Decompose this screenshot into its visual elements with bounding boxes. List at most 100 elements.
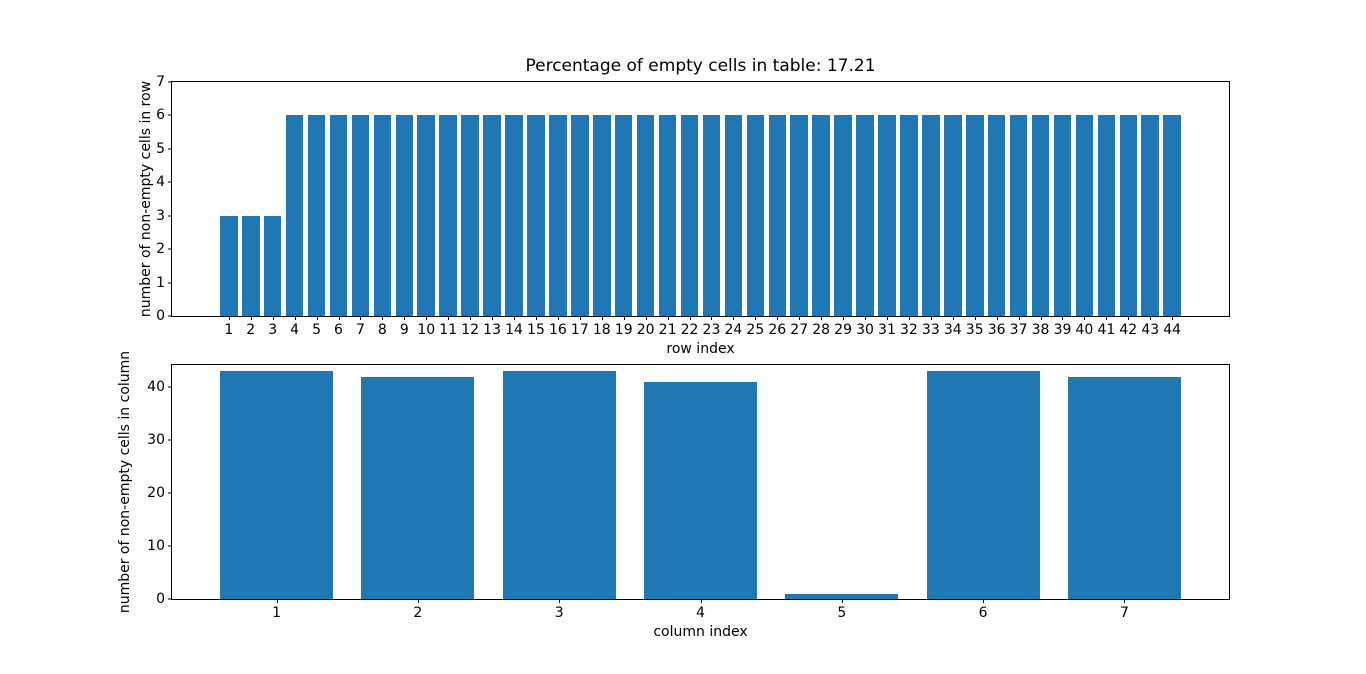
bar-4 (643, 381, 758, 599)
x-tick-label: 30 (856, 322, 874, 338)
x-tick-label: 1 (272, 605, 282, 621)
y-tick-label: 10 (147, 538, 165, 555)
column-chart-plot-area: number of non-empty cells in column colu… (117, 351, 1230, 640)
x-tick-label: 21 (658, 322, 677, 338)
bar-41 (1097, 115, 1116, 316)
row-chart-y-axis-label: number of non-empty cells in row (138, 80, 154, 318)
x-tick-label: 25 (746, 322, 765, 338)
x-tick-label: 3 (554, 605, 564, 621)
x-tick-label: 24 (724, 322, 743, 338)
y-tick-mark (168, 439, 172, 441)
row-chart-plot-area: number of non-empty cells in row row ind… (138, 74, 1230, 357)
row-chart-x-axis-label: row index (666, 341, 735, 357)
bar-6 (329, 115, 348, 316)
bar-32 (900, 115, 918, 316)
x-tick-label: 9 (399, 322, 409, 338)
x-tick-label: 13 (483, 322, 501, 338)
x-tick-label: 17 (570, 322, 589, 338)
x-tick-label: 22 (680, 322, 699, 338)
x-tick-mark (623, 316, 625, 320)
x-tick-mark (250, 316, 252, 320)
bar-4 (285, 115, 304, 316)
x-tick-label: 6 (978, 605, 988, 621)
x-tick-mark (426, 316, 428, 320)
y-tick-mark (168, 248, 172, 250)
x-tick-mark (559, 599, 561, 603)
x-tick-mark (535, 316, 537, 320)
x-tick-label: 18 (592, 322, 611, 338)
x-tick-label: 2 (413, 605, 423, 621)
bar-23 (702, 115, 721, 316)
x-tick-mark (645, 316, 647, 320)
y-tick-mark (168, 282, 172, 284)
bar-8 (373, 115, 392, 316)
x-tick-label: 37 (1009, 322, 1028, 338)
x-tick-label: 12 (461, 322, 480, 338)
y-tick-mark (168, 148, 172, 150)
bar-16 (549, 115, 567, 316)
x-tick-label: 26 (768, 322, 787, 338)
x-tick-mark (700, 599, 702, 603)
x-tick-label: 11 (439, 322, 458, 338)
bar-11 (439, 115, 457, 316)
x-tick-mark (1084, 316, 1086, 320)
x-tick-mark (294, 316, 296, 320)
x-tick-mark (1018, 316, 1020, 320)
bar-26 (768, 115, 787, 316)
x-tick-label: 20 (636, 322, 655, 338)
x-tick-label: 41 (1097, 322, 1116, 338)
x-tick-mark (755, 316, 757, 320)
x-tick-mark (733, 316, 735, 320)
y-tick-mark (168, 545, 172, 547)
bar-40 (1075, 115, 1094, 316)
bar-13 (483, 115, 501, 316)
y-tick-mark (168, 181, 172, 183)
x-tick-label: 42 (1119, 322, 1138, 338)
x-tick-mark (492, 316, 494, 320)
y-tick-label: 0 (156, 591, 165, 607)
x-tick-mark (1128, 316, 1130, 320)
x-tick-mark (865, 316, 867, 320)
bar-1 (220, 371, 334, 599)
x-tick-mark (1106, 316, 1108, 320)
x-tick-mark (821, 316, 823, 320)
x-tick-label: 27 (790, 322, 809, 338)
bar-25 (746, 115, 765, 316)
y-tick-label: 0 (156, 308, 165, 324)
x-tick-label: 10 (417, 322, 436, 338)
x-tick-label: 34 (943, 322, 962, 338)
x-tick-label: 8 (377, 322, 387, 338)
x-tick-label: 16 (548, 322, 567, 338)
y-tick-mark (168, 386, 172, 388)
x-tick-mark (908, 316, 910, 320)
x-tick-label: 7 (355, 322, 365, 338)
bar-2 (361, 376, 475, 599)
x-tick-mark (448, 316, 450, 320)
y-tick-label: 7 (156, 74, 165, 90)
column-chart-x-axis-label: column index (653, 624, 748, 640)
bar-12 (461, 115, 479, 316)
bar-37 (1009, 115, 1028, 316)
bar-3 (263, 215, 282, 316)
bar-29 (834, 115, 852, 316)
x-tick-mark (417, 599, 419, 603)
bar-7 (1067, 376, 1181, 599)
x-tick-mark (338, 316, 340, 320)
bar-1 (220, 215, 238, 316)
x-tick-mark (777, 316, 779, 320)
x-tick-mark (404, 316, 406, 320)
x-tick-label: 44 (1163, 322, 1182, 338)
bar-30 (856, 115, 874, 316)
bar-24 (724, 115, 743, 316)
y-tick-label: 5 (156, 140, 165, 157)
x-tick-mark (470, 316, 472, 320)
x-tick-mark (1124, 599, 1126, 603)
bar-42 (1119, 115, 1138, 316)
x-tick-mark (360, 316, 362, 320)
x-tick-label: 33 (921, 322, 940, 338)
x-tick-label: 29 (834, 322, 853, 338)
x-tick-mark (996, 316, 998, 320)
x-tick-mark (276, 599, 278, 603)
chart-title: Percentage of empty cells in table: 17.2… (525, 56, 876, 76)
bar-7 (351, 115, 370, 316)
